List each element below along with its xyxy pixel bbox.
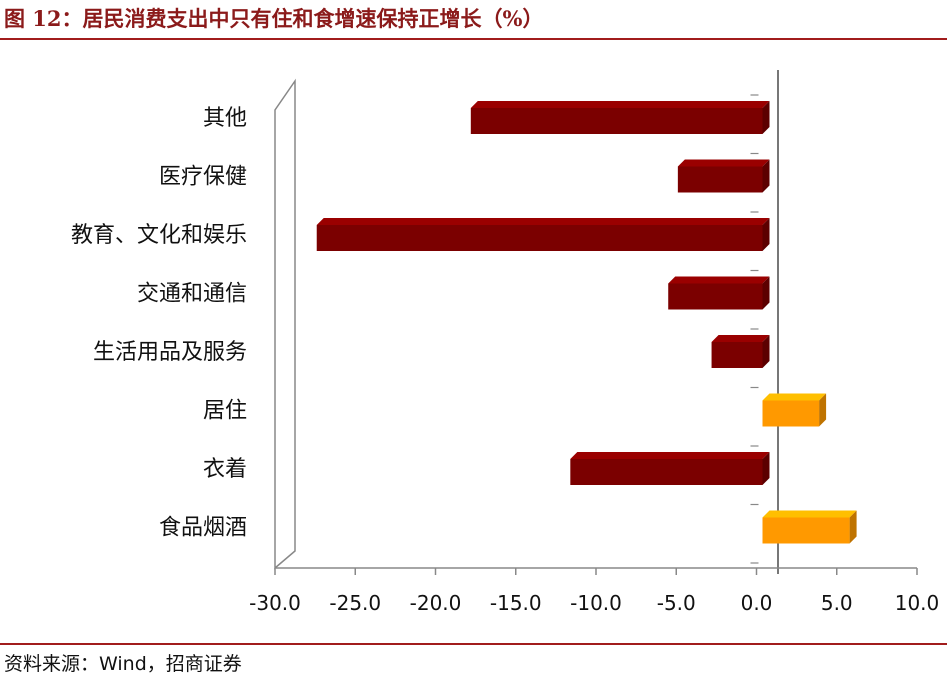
x-tick-label: -10.0 bbox=[570, 591, 622, 615]
axes-layer bbox=[274, 70, 918, 575]
bar-top-face bbox=[762, 510, 857, 518]
category-label: 衣着 bbox=[203, 457, 247, 482]
category-label: 医疗保健 bbox=[159, 165, 247, 190]
bar-chart: -30.0 -25.0 -20.0 -15.0 -10.0 -5.0 0.0 5.0 10.0 其… bbox=[71, 70, 939, 615]
x-tick-label: 5.0 bbox=[821, 591, 853, 615]
bars-layer bbox=[316, 101, 857, 544]
labels-layer: -30.0 -25.0 -20.0 -15.0 -10.0 -5.0 0.0 5.0 10.0 其… bbox=[71, 106, 939, 615]
x-tick-label: -15.0 bbox=[490, 591, 542, 615]
bar-front-face bbox=[570, 459, 763, 485]
category-label: 交通和通信 bbox=[137, 282, 247, 307]
bar-front-face bbox=[762, 517, 850, 544]
x-tick-label: -30.0 bbox=[249, 591, 301, 615]
bar-top-face bbox=[677, 159, 770, 167]
bar bbox=[677, 159, 770, 193]
x-tick-label: -20.0 bbox=[410, 591, 462, 615]
bar-front-face bbox=[316, 225, 763, 251]
category-label: 食品烟酒 bbox=[159, 516, 247, 541]
bar-side-face bbox=[762, 101, 770, 134]
title-rule bbox=[0, 38, 947, 40]
category-label: 生活用品及服务 bbox=[93, 340, 247, 365]
bar-side-face bbox=[762, 335, 770, 368]
bar bbox=[762, 510, 857, 544]
bar-top-face bbox=[668, 276, 770, 284]
bar-top-face bbox=[470, 101, 770, 108]
bar-top-face bbox=[316, 218, 770, 225]
bar-front-face bbox=[762, 400, 820, 427]
bar bbox=[762, 393, 827, 427]
bar bbox=[570, 452, 770, 485]
bar-side-face bbox=[762, 276, 770, 310]
bar-front-face bbox=[470, 108, 763, 134]
bar bbox=[668, 276, 770, 310]
x-tick-label: -25.0 bbox=[329, 591, 381, 615]
category-label: 教育、文化和娱乐 bbox=[71, 223, 247, 248]
source-note: 资料来源：Wind，招商证券 bbox=[4, 653, 242, 675]
bar-side-face bbox=[762, 159, 770, 193]
bar-top-face bbox=[711, 335, 770, 342]
bar bbox=[470, 101, 770, 134]
bar-top-face bbox=[570, 452, 770, 459]
bar-front-face bbox=[711, 342, 763, 368]
bar-front-face bbox=[677, 166, 763, 193]
bar-side-face bbox=[762, 218, 770, 251]
bar bbox=[711, 335, 770, 368]
bar bbox=[316, 218, 770, 251]
category-label: 居住 bbox=[203, 399, 247, 424]
x-tick-label: 10.0 bbox=[895, 591, 940, 615]
bar-side-face bbox=[762, 452, 770, 485]
source-rule bbox=[0, 643, 947, 645]
category-label: 其他 bbox=[203, 106, 247, 131]
bar-side-face bbox=[849, 510, 857, 544]
figure-title: 图 12：居民消费支出中只有住和食增速保持正增长（%） bbox=[4, 6, 544, 31]
chart-side-wall bbox=[274, 78, 296, 570]
bar-front-face bbox=[668, 283, 763, 310]
bar-top-face bbox=[762, 393, 827, 401]
bar-side-face bbox=[819, 393, 827, 427]
x-tick-label: -5.0 bbox=[657, 591, 696, 615]
x-tick-label: 0.0 bbox=[741, 591, 773, 615]
